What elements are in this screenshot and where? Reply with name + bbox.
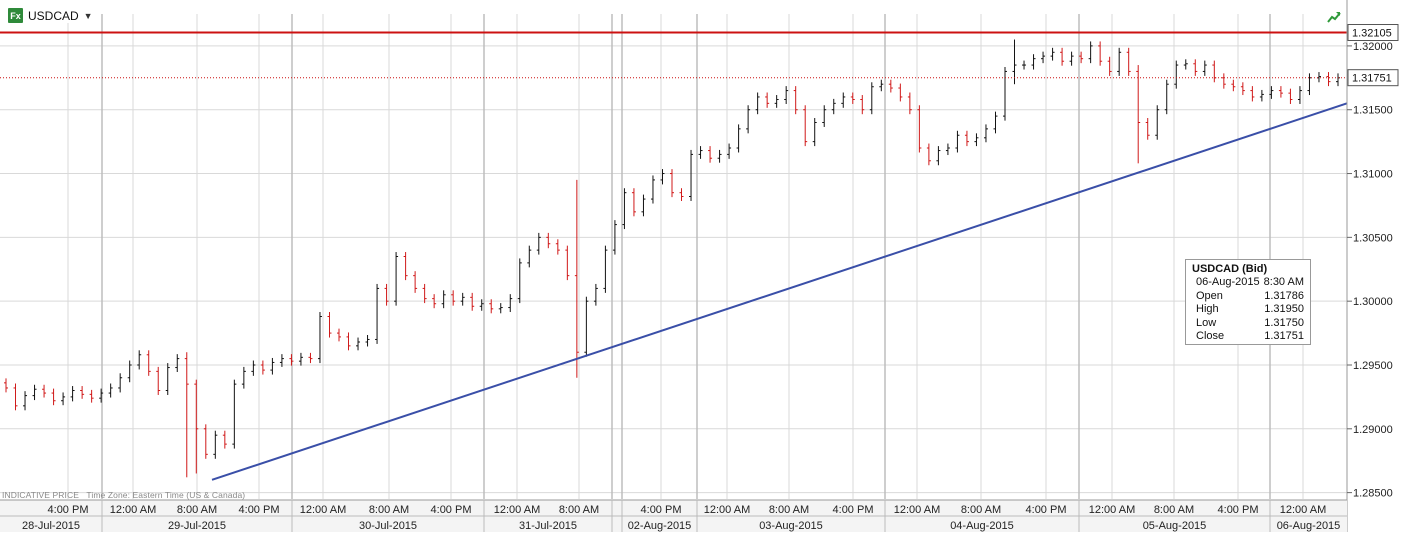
date-label: 05-Aug-2015 [1143,520,1207,532]
time-tick-label: 12:00 AM [704,504,750,516]
time-tick-label: 8:00 AM [961,504,1001,516]
date-label: 30-Jul-2015 [359,520,417,532]
price-tick-label: 1.30000 [1353,296,1393,308]
symbol-name: USDCAD [28,8,79,23]
infobox-row-close: Close 1.31751 [1196,330,1304,342]
infobox-row-open: Open 1.31786 [1196,289,1304,302]
ohlc-info-box: USDCAD (Bid) 06-Aug-2015 8:30 AM Open 1.31… [1185,259,1311,345]
time-tick-label: 4:00 PM [431,504,472,516]
timezone-label: Time Zone: Eastern Time (US & Canada) [86,490,246,500]
price-tick-label: 1.31000 [1353,169,1393,181]
time-tick-label: 8:00 AM [769,504,809,516]
infobox-row-high: High 1.31950 [1196,303,1304,315]
infobox-row-date: 06-Aug-2015 8:30 AM [1196,276,1304,288]
date-label: 04-Aug-2015 [950,520,1014,532]
date-label: 28-Jul-2015 [22,520,80,532]
time-tick-label: 12:00 AM [1280,504,1326,516]
resistance-price-tag-box [1347,24,1399,42]
trendline [211,102,1348,481]
date-label: 29-Jul-2015 [168,520,226,532]
date-label: 06-Aug-2015 [1277,520,1341,532]
time-tick-label: 4:00 PM [833,504,874,516]
price-axis-bg [1347,0,1403,532]
infobox-row-low: Low 1.31750 [1196,316,1304,329]
price-tick-label: 1.29500 [1353,360,1393,372]
date-label: 31-Jul-2015 [519,520,577,532]
time-tick-label: 12:00 AM [494,504,540,516]
time-tick-label: 8:00 AM [369,504,409,516]
price-tick-label: 1.32000 [1353,41,1393,53]
price-tick-label: 1.28500 [1353,488,1393,500]
time-tick-label: 4:00 PM [239,504,280,516]
current-price-tag-box [1347,69,1399,87]
fx-icon: Fx [8,8,23,23]
time-tick-label: 4:00 PM [641,504,682,516]
date-label: 02-Aug-2015 [628,520,692,532]
time-tick-label: 12:00 AM [110,504,156,516]
time-tick-label: 8:00 AM [177,504,217,516]
time-tick-label: 4:00 PM [1218,504,1259,516]
current-price-tag-label: 1.31751 [1352,73,1392,85]
price-tick-label: 1.31500 [1353,105,1393,117]
time-tick-label: 12:00 AM [300,504,346,516]
resistance-price-tag-label: 1.32105 [1352,28,1392,40]
time-tick-label: 4:00 PM [48,504,89,516]
date-label: 03-Aug-2015 [759,520,823,532]
trend-arrow-icon[interactable] [1327,10,1341,24]
infobox-title: USDCAD (Bid) [1192,263,1268,275]
time-tick-label: 8:00 AM [1154,504,1194,516]
time-tick-label: 12:00 AM [1089,504,1135,516]
footer-note: INDICATIVE PRICE Time Zone: Eastern Time… [2,490,245,500]
price-tick-label: 1.30500 [1353,232,1393,244]
symbol-selector[interactable]: Fx USDCAD ▼ [8,8,93,23]
time-tick-label: 8:00 AM [559,504,599,516]
dropdown-caret-icon: ▼ [83,10,93,21]
time-tick-label: 12:00 AM [894,504,940,516]
indicative-price-label: INDICATIVE PRICE [2,490,80,500]
time-tick-label: 4:00 PM [1026,504,1067,516]
price-tick-label: 1.29000 [1353,424,1393,436]
